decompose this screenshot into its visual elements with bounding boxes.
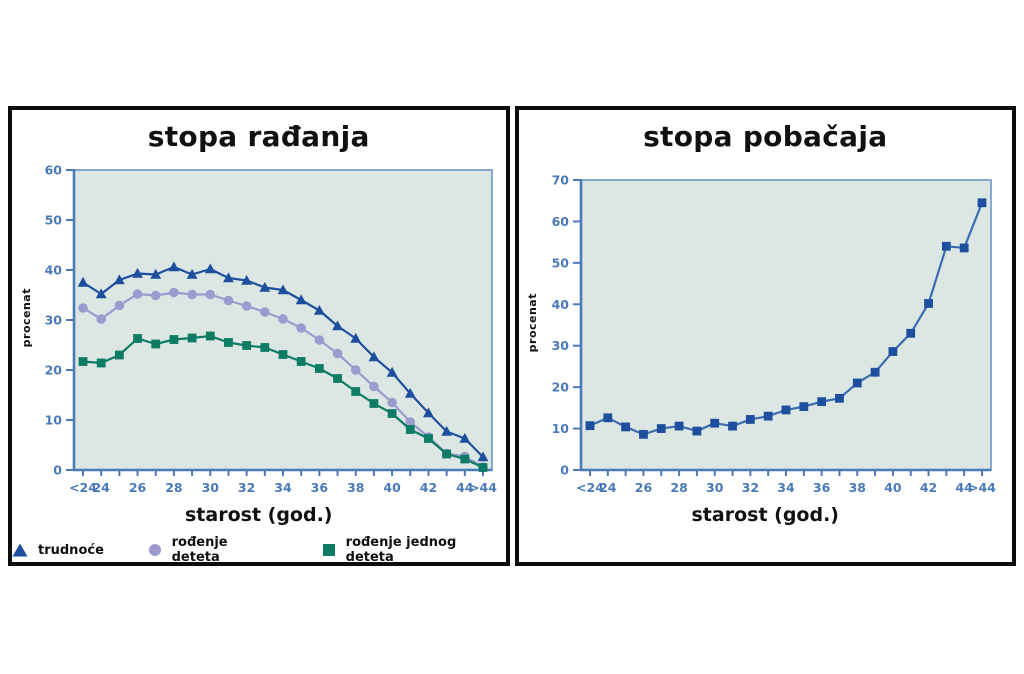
svg-text:20: 20 xyxy=(551,380,569,395)
birth-rate-y-axis-label: procenat xyxy=(19,288,33,348)
svg-text:44: 44 xyxy=(456,480,474,495)
svg-text:60: 60 xyxy=(551,214,569,229)
legend-label: trudnoće xyxy=(38,542,104,558)
legend-label: rođenje deteta xyxy=(171,535,228,565)
svg-text:24: 24 xyxy=(92,480,110,495)
svg-text:34: 34 xyxy=(777,480,795,495)
svg-text:70: 70 xyxy=(551,173,569,188)
legend-label: rođenje jednog deteta xyxy=(345,535,457,565)
svg-text:30: 30 xyxy=(706,480,724,495)
svg-text:20: 20 xyxy=(45,363,63,378)
svg-text:40: 40 xyxy=(551,297,569,312)
svg-text:0: 0 xyxy=(53,463,62,478)
abortion-rate-title: stopa pobačaja xyxy=(643,120,888,153)
svg-text:36: 36 xyxy=(812,480,830,495)
svg-text:30: 30 xyxy=(202,480,220,495)
svg-text:42: 42 xyxy=(919,480,936,495)
svg-text:60: 60 xyxy=(45,164,63,178)
svg-text:26: 26 xyxy=(634,480,652,495)
legend-item-pregnancies: trudnoće xyxy=(12,543,104,558)
svg-text:30: 30 xyxy=(551,338,569,353)
svg-text:42: 42 xyxy=(420,480,437,495)
svg-text:44: 44 xyxy=(955,480,973,495)
svg-text:38: 38 xyxy=(848,480,865,495)
svg-text:38: 38 xyxy=(347,480,364,495)
svg-text:36: 36 xyxy=(311,480,329,495)
svg-text:32: 32 xyxy=(741,480,758,495)
svg-text:24: 24 xyxy=(599,480,617,495)
svg-text:30: 30 xyxy=(45,313,63,328)
svg-text:50: 50 xyxy=(551,255,569,270)
svg-text:40: 40 xyxy=(884,480,902,495)
circle-marker-icon xyxy=(148,544,161,556)
birth-rate-title: stopa rađanja xyxy=(147,120,370,153)
svg-text:28: 28 xyxy=(165,480,182,495)
svg-text:28: 28 xyxy=(670,480,687,495)
legend-item-single-child-birth: rođenje jednog deteta xyxy=(322,535,506,565)
birth-rate-legend: trudnoće rođenje deteta rođenje jednog d… xyxy=(12,535,506,565)
svg-text:34: 34 xyxy=(274,480,292,495)
two-chart-figure: stopa rađanja procenat 0 10 20 30 40 50 60 <24 2… xyxy=(8,106,1016,566)
abortion-rate-x-axis-label: starost (god.) xyxy=(691,504,839,526)
svg-text:0: 0 xyxy=(560,463,569,478)
svg-text:50: 50 xyxy=(45,213,63,228)
svg-text:<24: <24 xyxy=(576,480,604,495)
svg-text:10: 10 xyxy=(45,413,63,428)
svg-text:40: 40 xyxy=(45,263,63,278)
abortion-rate-panel: stopa pobačaja procenat 0 10 20 30 40 50 60 70 <… xyxy=(514,106,1016,566)
triangle-marker-icon xyxy=(12,543,28,557)
svg-text:40: 40 xyxy=(383,480,401,495)
legend-item-child-birth: rođenje deteta xyxy=(148,535,278,565)
birth-rate-x-axis-label: starost (god.) xyxy=(185,504,333,526)
svg-text:<24: <24 xyxy=(69,480,97,495)
square-marker-icon xyxy=(322,544,335,556)
svg-text:26: 26 xyxy=(129,480,147,495)
svg-text:>44: >44 xyxy=(968,480,996,495)
birth-rate-panel: stopa rađanja procenat 0 10 20 30 40 50 60 <24 2… xyxy=(8,106,510,566)
svg-text:32: 32 xyxy=(238,480,255,495)
svg-text:10: 10 xyxy=(551,421,569,436)
abortion-rate-y-axis-label: procenat xyxy=(526,293,539,353)
svg-text:>44: >44 xyxy=(469,480,497,495)
